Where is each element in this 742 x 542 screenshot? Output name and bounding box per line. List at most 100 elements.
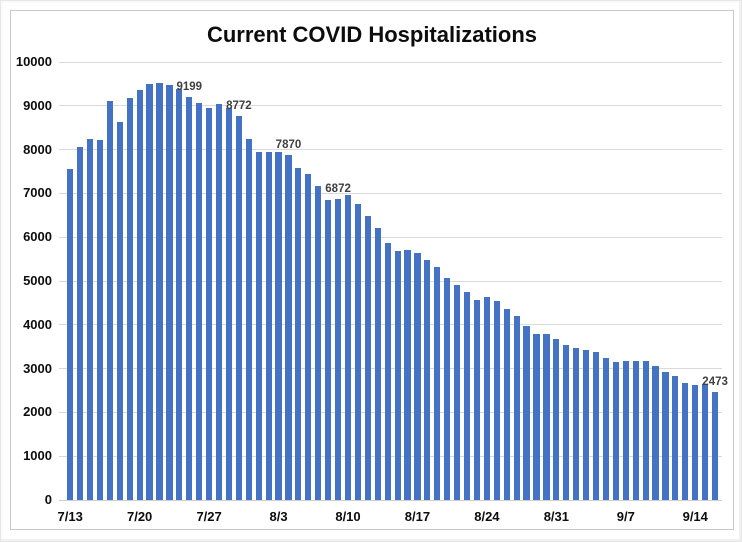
- y-gridline: [59, 149, 722, 151]
- y-gridline: [59, 236, 722, 238]
- bar: [404, 249, 411, 500]
- y-axis-label: 4000: [23, 316, 52, 332]
- x-axis-label: 8/17: [404, 509, 431, 524]
- x-axis-label: 8/24: [474, 509, 500, 524]
- bar: [483, 296, 490, 500]
- bar: [543, 333, 550, 500]
- data-labels-layer: 9199 8772 7870 6872 2473: [11, 11, 733, 529]
- bar: [364, 216, 371, 500]
- bar: [553, 338, 560, 500]
- y-axis-label: 9000: [23, 97, 52, 113]
- bar: [592, 352, 600, 500]
- bar: [215, 104, 223, 500]
- y-axis-label: 3000: [23, 360, 52, 376]
- bar: [573, 348, 580, 500]
- bar: [692, 384, 699, 500]
- data-label: 7870: [275, 139, 302, 152]
- y-axis-label: 1000: [23, 448, 52, 464]
- bar: [325, 199, 332, 500]
- bar: [275, 152, 282, 500]
- bar: [136, 90, 143, 500]
- y-gridline: [59, 61, 722, 63]
- bar: [116, 122, 123, 500]
- bar: [632, 361, 639, 500]
- bar: [166, 84, 173, 500]
- bar: [96, 139, 104, 500]
- bar: [255, 151, 262, 500]
- x-axis-label: 8/31: [543, 509, 569, 524]
- bar: [493, 301, 500, 500]
- bars-layer: [11, 11, 733, 529]
- y-gridline: [59, 105, 722, 107]
- y-axis-labels: 0 1000 2000 3000 4000 5000 6000 7000 8000 9000 100…: [11, 11, 733, 529]
- bar: [414, 252, 421, 500]
- bar: [583, 350, 590, 500]
- bar: [533, 334, 540, 500]
- y-axis-label: 7000: [23, 185, 52, 201]
- x-axis-label: 7/27: [196, 509, 222, 524]
- chart-card: Current COVID Hospitalizations 0 1000 2000…: [10, 10, 734, 530]
- bar: [265, 151, 272, 500]
- bar: [245, 139, 252, 500]
- x-axis-label: 9/7: [616, 509, 635, 524]
- bar: [374, 228, 381, 500]
- x-axis-label: 7/20: [126, 509, 153, 524]
- bar: [394, 251, 401, 500]
- bar: [602, 357, 610, 500]
- bar: [384, 242, 391, 500]
- bar: [662, 372, 669, 500]
- y-axis-label: 6000: [23, 229, 52, 245]
- bar: [77, 146, 84, 500]
- bar: [186, 97, 193, 500]
- bar: [434, 266, 441, 500]
- bar: [315, 185, 322, 500]
- bar: [563, 344, 570, 500]
- bar: [622, 361, 629, 500]
- bar: [523, 326, 530, 500]
- y-axis-label: 2000: [23, 404, 52, 420]
- bar: [711, 391, 719, 500]
- bar: [235, 115, 242, 500]
- bar: [126, 98, 133, 500]
- bar: [295, 167, 302, 500]
- bar: [424, 260, 431, 500]
- x-axis-label: 9/14: [682, 509, 708, 524]
- data-label: 8772: [226, 99, 252, 112]
- x-axis-label: 8/3: [269, 509, 288, 524]
- bar: [344, 195, 352, 500]
- x-axis-line: [59, 499, 722, 501]
- data-label: 9199: [176, 81, 203, 94]
- bar: [612, 361, 619, 500]
- bar: [146, 83, 153, 500]
- bar: [503, 308, 510, 500]
- bar: [463, 291, 471, 500]
- bar: [473, 300, 481, 500]
- bar: [206, 107, 213, 500]
- bar: [652, 366, 659, 500]
- bar: [513, 315, 520, 500]
- x-axis-labels: 7/13 7/20 7/27 8/3 8/10 8/17 8/24 8/31 9/7 9/14: [11, 11, 733, 529]
- bar: [702, 384, 709, 500]
- y-axis-label: 8000: [23, 141, 52, 157]
- bar: [176, 88, 183, 500]
- y-axis-label: 5000: [23, 273, 52, 288]
- bar: [444, 277, 451, 500]
- bar: [106, 100, 113, 500]
- x-axis-label: 8/10: [335, 509, 361, 524]
- bar: [86, 138, 94, 500]
- y-axis-label: 0: [44, 492, 52, 507]
- x-axis-label: 7/13: [57, 509, 83, 524]
- bar: [682, 383, 689, 500]
- chart-title: Current COVID Hospitalizations: [206, 22, 538, 47]
- bar: [672, 376, 679, 500]
- bar: [67, 169, 74, 500]
- bar: [454, 284, 461, 500]
- bar: [354, 203, 361, 500]
- y-axis-label: 10000: [15, 54, 52, 69]
- bar: [156, 83, 163, 500]
- bar: [305, 173, 312, 500]
- bar: [285, 155, 292, 500]
- data-label: 2473: [702, 375, 728, 388]
- bar: [225, 108, 233, 500]
- bar: [334, 199, 342, 500]
